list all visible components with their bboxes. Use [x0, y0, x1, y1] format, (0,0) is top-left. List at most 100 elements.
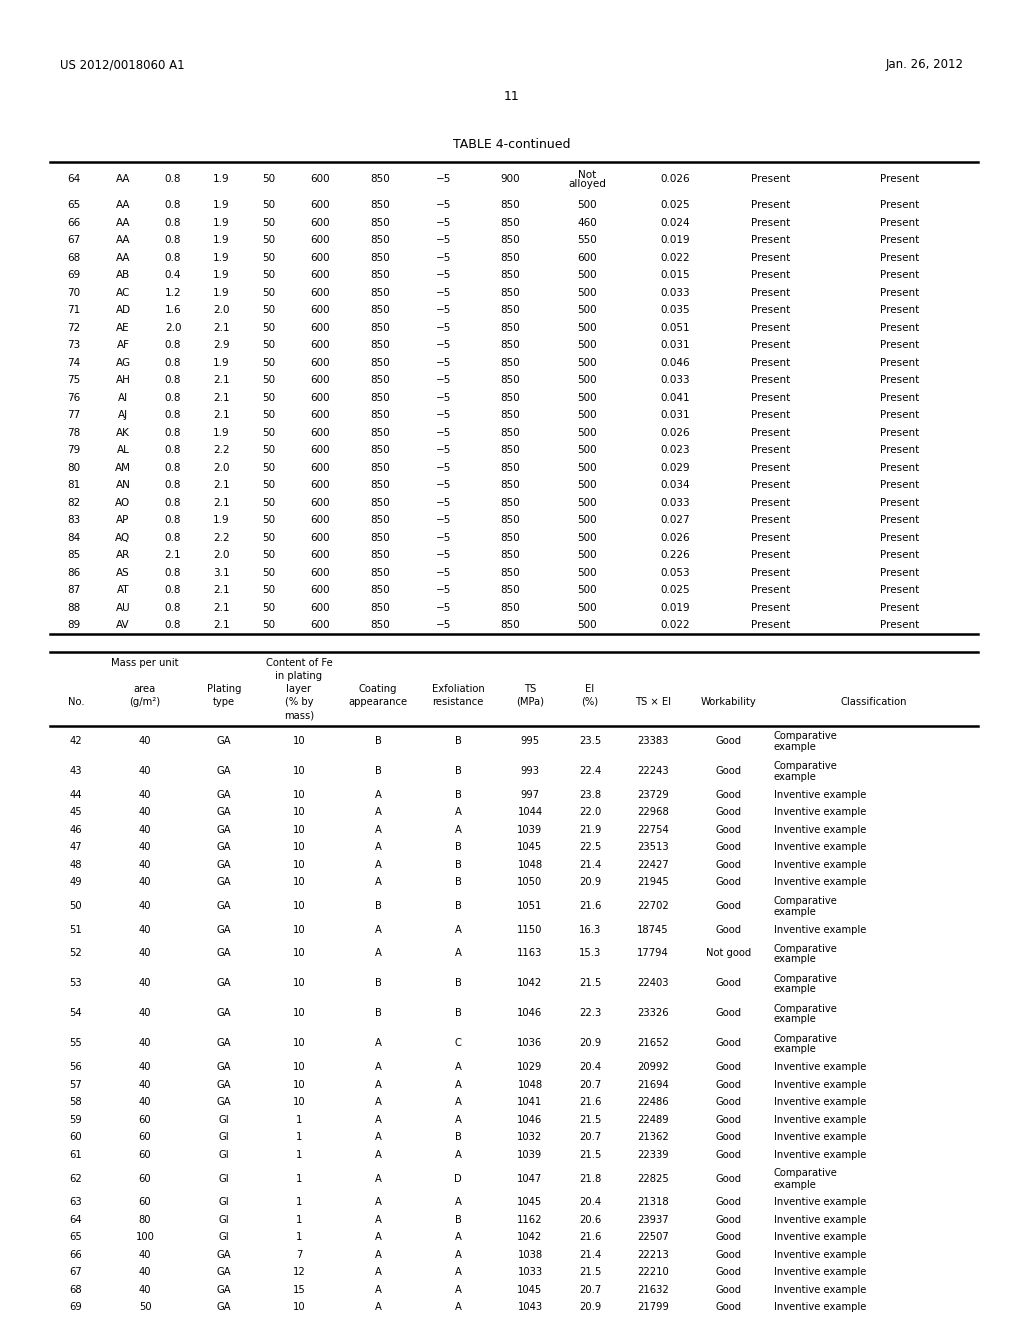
Text: 850: 850	[500, 515, 520, 525]
Text: 40: 40	[138, 1063, 152, 1072]
Text: GA: GA	[217, 859, 231, 870]
Text: A: A	[375, 1233, 381, 1242]
Text: 500: 500	[578, 620, 597, 630]
Text: 600: 600	[310, 235, 330, 246]
Text: 500: 500	[578, 411, 597, 420]
Text: 50: 50	[262, 201, 275, 210]
Text: 10: 10	[293, 1008, 305, 1019]
Text: Present: Present	[881, 375, 920, 385]
Text: Present: Present	[881, 218, 920, 228]
Text: 86: 86	[68, 568, 81, 578]
Text: A: A	[455, 1267, 462, 1278]
Text: −5: −5	[436, 174, 452, 185]
Text: 50: 50	[262, 271, 275, 280]
Text: 0.8: 0.8	[165, 252, 181, 263]
Text: Good: Good	[716, 808, 742, 817]
Text: 1.9: 1.9	[213, 428, 229, 438]
Text: Present: Present	[881, 252, 920, 263]
Text: 850: 850	[370, 445, 390, 455]
Text: Good: Good	[716, 978, 742, 989]
Text: 500: 500	[578, 375, 597, 385]
Text: Inventive example: Inventive example	[774, 878, 866, 887]
Text: 600: 600	[310, 323, 330, 333]
Text: 23.8: 23.8	[579, 789, 601, 800]
Text: GA: GA	[217, 949, 231, 958]
Text: 21.8: 21.8	[579, 1173, 601, 1184]
Text: 50: 50	[138, 1303, 152, 1312]
Text: 50: 50	[262, 603, 275, 612]
Text: A: A	[375, 1197, 381, 1208]
Text: example: example	[774, 954, 817, 965]
Text: 80: 80	[138, 1214, 152, 1225]
Text: example: example	[774, 772, 817, 781]
Text: 67: 67	[70, 1267, 82, 1278]
Text: −5: −5	[436, 375, 452, 385]
Text: 0.027: 0.027	[660, 515, 690, 525]
Text: 10: 10	[293, 789, 305, 800]
Text: −5: −5	[436, 568, 452, 578]
Text: C: C	[455, 1039, 462, 1048]
Text: 89: 89	[68, 620, 81, 630]
Text: 850: 850	[500, 271, 520, 280]
Text: 0.8: 0.8	[165, 445, 181, 455]
Text: Good: Good	[716, 1063, 742, 1072]
Text: 87: 87	[68, 585, 81, 595]
Text: appearance: appearance	[348, 697, 408, 708]
Text: GI: GI	[219, 1133, 229, 1142]
Text: 0.8: 0.8	[165, 515, 181, 525]
Text: 2.1: 2.1	[165, 550, 181, 560]
Text: A: A	[455, 808, 462, 817]
Text: 45: 45	[70, 808, 82, 817]
Text: 0.023: 0.023	[660, 445, 690, 455]
Text: 850: 850	[500, 358, 520, 368]
Text: 600: 600	[310, 568, 330, 578]
Text: GA: GA	[217, 978, 231, 989]
Text: 600: 600	[310, 252, 330, 263]
Text: 21318: 21318	[637, 1197, 669, 1208]
Text: 0.8: 0.8	[165, 201, 181, 210]
Text: Present: Present	[752, 411, 791, 420]
Text: 2.1: 2.1	[213, 375, 229, 385]
Text: 1.9: 1.9	[213, 174, 229, 185]
Text: 850: 850	[370, 550, 390, 560]
Text: 500: 500	[578, 288, 597, 298]
Text: −5: −5	[436, 393, 452, 403]
Text: 850: 850	[500, 375, 520, 385]
Text: 2.2: 2.2	[213, 533, 229, 543]
Text: Present: Present	[752, 498, 791, 508]
Text: 500: 500	[578, 550, 597, 560]
Text: A: A	[375, 789, 381, 800]
Text: 600: 600	[310, 480, 330, 490]
Text: example: example	[774, 1044, 817, 1055]
Text: 850: 850	[500, 411, 520, 420]
Text: 52: 52	[70, 949, 82, 958]
Text: AA: AA	[116, 201, 130, 210]
Text: 84: 84	[68, 533, 81, 543]
Text: 0.031: 0.031	[660, 341, 690, 350]
Text: 1.2: 1.2	[165, 288, 181, 298]
Text: Present: Present	[881, 480, 920, 490]
Text: AA: AA	[116, 174, 130, 185]
Text: 10: 10	[293, 842, 305, 853]
Text: Good: Good	[716, 1150, 742, 1160]
Text: −5: −5	[436, 411, 452, 420]
Text: Present: Present	[752, 393, 791, 403]
Text: 0.8: 0.8	[165, 620, 181, 630]
Text: 850: 850	[370, 603, 390, 612]
Text: Present: Present	[881, 445, 920, 455]
Text: Good: Good	[716, 1039, 742, 1048]
Text: Present: Present	[752, 235, 791, 246]
Text: A: A	[455, 1063, 462, 1072]
Text: Good: Good	[716, 1303, 742, 1312]
Text: 1048: 1048	[517, 859, 543, 870]
Text: 21694: 21694	[637, 1080, 669, 1090]
Text: Present: Present	[881, 288, 920, 298]
Text: 60: 60	[138, 1133, 152, 1142]
Text: 62: 62	[70, 1173, 82, 1184]
Text: GA: GA	[217, 1080, 231, 1090]
Text: GI: GI	[219, 1233, 229, 1242]
Text: 850: 850	[370, 235, 390, 246]
Text: 22.3: 22.3	[579, 1008, 601, 1019]
Text: 0.026: 0.026	[660, 174, 690, 185]
Text: Comparative: Comparative	[774, 974, 838, 983]
